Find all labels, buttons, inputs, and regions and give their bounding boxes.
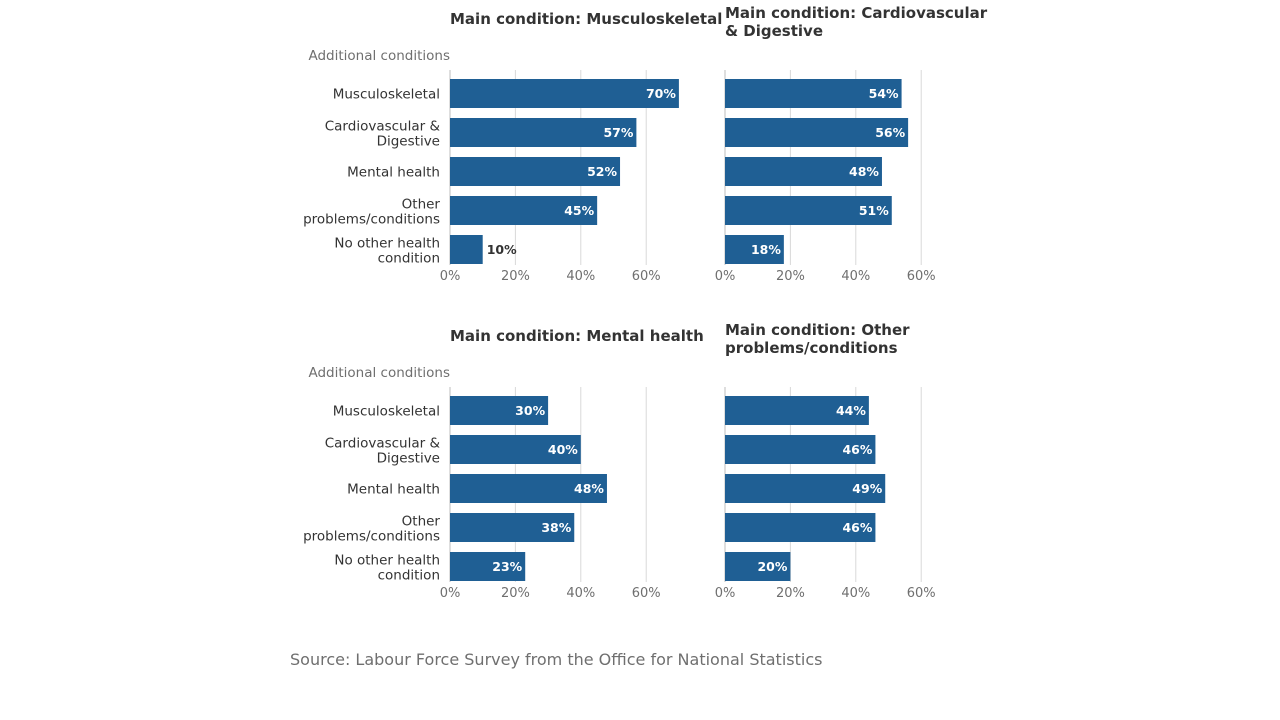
x-tick-label: 40% xyxy=(566,586,595,601)
x-tick-label: 20% xyxy=(776,586,805,601)
bar xyxy=(725,196,892,225)
x-tick-label: 0% xyxy=(715,586,736,601)
bar-value-label: 45% xyxy=(564,203,594,218)
bar xyxy=(725,157,882,186)
x-tick-label: 0% xyxy=(440,586,461,601)
bar xyxy=(450,196,598,225)
x-tick-label: 20% xyxy=(776,269,805,284)
bar-value-label: 10% xyxy=(487,242,517,257)
bar-value-label: 46% xyxy=(842,442,872,457)
bar-value-label: 46% xyxy=(842,520,872,535)
bar-value-label: 70% xyxy=(646,86,676,101)
bar-value-label: 20% xyxy=(757,559,787,574)
bar xyxy=(725,435,876,464)
bar-value-label: 52% xyxy=(587,164,617,179)
bar xyxy=(450,79,679,108)
category-label: No other health condition xyxy=(334,236,440,267)
x-tick-label: 60% xyxy=(632,586,661,601)
category-label: Musculoskeletal xyxy=(333,87,440,103)
bar xyxy=(450,235,483,264)
bar xyxy=(725,513,876,542)
bar xyxy=(725,79,902,108)
bar-value-label: 18% xyxy=(751,242,781,257)
bar xyxy=(450,474,607,503)
bar-value-label: 40% xyxy=(548,442,578,457)
x-tick-label: 40% xyxy=(841,586,870,601)
bar-value-label: 23% xyxy=(492,559,522,574)
y-axis-caption: Additional conditions xyxy=(308,48,450,64)
bar xyxy=(725,118,909,147)
category-label: Musculoskeletal xyxy=(333,404,440,420)
bar xyxy=(450,157,621,186)
x-tick-label: 60% xyxy=(632,269,661,284)
panel-title: Main condition: Other problems/conditions xyxy=(725,321,910,357)
x-tick-label: 20% xyxy=(501,586,530,601)
bar xyxy=(725,474,886,503)
panel-title: Main condition: Musculoskeletal xyxy=(450,10,722,28)
bar xyxy=(725,235,784,264)
bar xyxy=(450,552,526,581)
y-axis-caption: Additional conditions xyxy=(308,365,450,381)
bar xyxy=(450,513,575,542)
bar-value-label: 48% xyxy=(574,481,604,496)
x-tick-label: 20% xyxy=(501,269,530,284)
bar xyxy=(450,435,581,464)
category-label: Cardiovascular & Digestive xyxy=(325,436,441,467)
bar-value-label: 49% xyxy=(852,481,882,496)
bar-value-label: 38% xyxy=(541,520,571,535)
bar xyxy=(725,396,869,425)
x-tick-label: 0% xyxy=(440,269,461,284)
bar xyxy=(725,552,791,581)
bar xyxy=(450,118,637,147)
bar-value-label: 56% xyxy=(875,125,905,140)
category-label: Mental health xyxy=(347,165,440,181)
x-tick-label: 40% xyxy=(841,269,870,284)
category-label: Other problems/conditions xyxy=(303,514,440,545)
x-tick-label: 60% xyxy=(907,586,936,601)
bar-value-label: 48% xyxy=(849,164,879,179)
panel-title: Main condition: Cardiovascular & Digestiv… xyxy=(725,4,988,40)
bar-value-label: 57% xyxy=(603,125,633,140)
category-label: Other problems/conditions xyxy=(303,197,440,228)
category-label: No other health condition xyxy=(334,553,440,584)
bar-value-label: 44% xyxy=(836,403,866,418)
x-tick-label: 60% xyxy=(907,269,936,284)
x-tick-label: 0% xyxy=(715,269,736,284)
bar-value-label: 54% xyxy=(869,86,899,101)
category-label: Cardiovascular & Digestive xyxy=(325,119,441,150)
panel-title: Main condition: Mental health xyxy=(450,327,704,345)
source-note: Source: Labour Force Survey from the Off… xyxy=(290,650,823,669)
bar xyxy=(450,396,549,425)
x-tick-label: 40% xyxy=(566,269,595,284)
category-label: Mental health xyxy=(347,482,440,498)
bar-value-label: 51% xyxy=(859,203,889,218)
bar-value-label: 30% xyxy=(515,403,545,418)
